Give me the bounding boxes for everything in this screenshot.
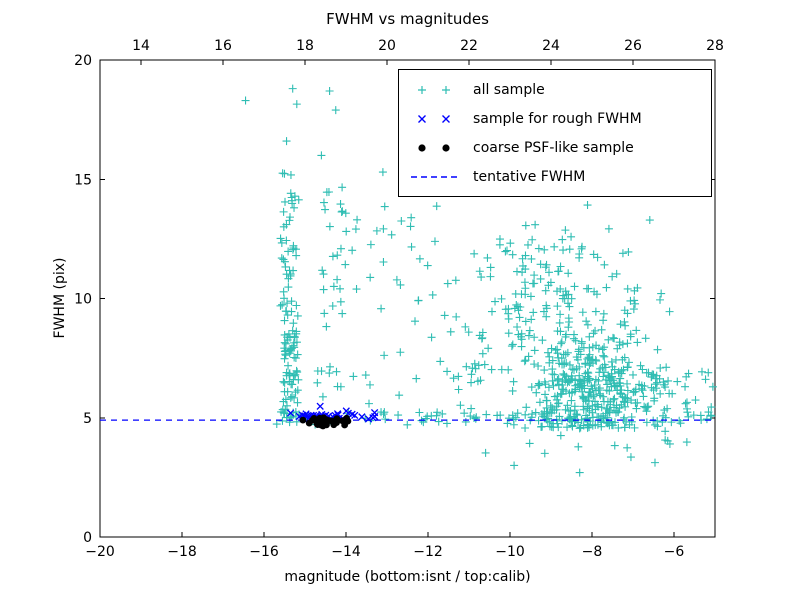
legend-label-psf-sample: coarse PSF-like sample [473, 139, 634, 156]
svg-text:−18: −18 [167, 544, 197, 560]
svg-text:24: 24 [542, 38, 560, 54]
svg-text:−20: −20 [85, 544, 115, 560]
svg-text:−12: −12 [413, 544, 443, 560]
svg-text:14: 14 [132, 38, 150, 54]
legend-item-psf-sample: coarse PSF-like sample [399, 133, 711, 162]
legend-item-tentative-fwhm: tentative FWHM [399, 162, 711, 191]
y-axis-label: FWHM (pix) [52, 257, 68, 339]
svg-text:26: 26 [624, 38, 642, 54]
dot-marker-icon [418, 143, 450, 152]
legend-label-all-sample: all sample [473, 81, 545, 98]
x-axis-label: magnitude (bottom:isnt / top:calib) [284, 569, 531, 585]
svg-text:15: 15 [74, 172, 92, 188]
legend-label-tentative-fwhm: tentative FWHM [473, 168, 586, 185]
legend-label-rough-fwhm: sample for rough FWHM [473, 110, 642, 127]
x-marker-icon [418, 114, 450, 123]
svg-text:−8: −8 [582, 544, 603, 560]
svg-text:0: 0 [83, 530, 92, 546]
svg-text:20: 20 [74, 53, 92, 69]
svg-text:−14: −14 [331, 544, 361, 560]
svg-text:18: 18 [296, 38, 314, 54]
svg-text:16: 16 [214, 38, 232, 54]
legend-item-rough-fwhm: sample for rough FWHM [399, 104, 711, 133]
legend-item-all-sample: all sample [399, 75, 711, 104]
svg-text:28: 28 [706, 38, 724, 54]
legend: all sample sample for rough FWHM coarse … [398, 69, 712, 197]
svg-text:20: 20 [378, 38, 396, 54]
svg-text:−10: −10 [495, 544, 525, 560]
svg-text:−16: −16 [249, 544, 279, 560]
svg-text:5: 5 [83, 411, 92, 427]
svg-text:10: 10 [74, 292, 92, 308]
svg-text:−6: −6 [664, 544, 685, 560]
chart-title: FWHM vs magnitudes [326, 10, 489, 28]
dashed-line-icon [411, 175, 459, 178]
svg-text:22: 22 [460, 38, 478, 54]
plus-marker-icon [418, 85, 450, 94]
